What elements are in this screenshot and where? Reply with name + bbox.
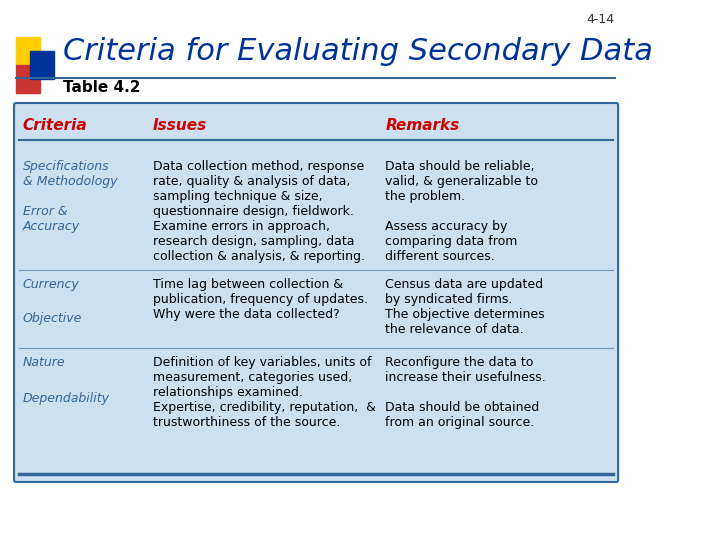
FancyBboxPatch shape xyxy=(14,103,618,482)
Bar xyxy=(16,37,40,65)
Text: Table 4.2: Table 4.2 xyxy=(63,80,140,96)
Text: Criteria: Criteria xyxy=(23,118,87,132)
Text: Objective: Objective xyxy=(23,312,82,325)
Text: Definition of key variables, units of
measurement, categories used,
relationship: Definition of key variables, units of me… xyxy=(153,356,376,429)
Text: Data collection method, response
rate, quality & analysis of data,
sampling tech: Data collection method, response rate, q… xyxy=(153,160,365,263)
Bar xyxy=(30,51,55,79)
Text: Dependability: Dependability xyxy=(23,392,110,405)
Text: Census data are updated
by syndicated firms.
The objective determines
the releva: Census data are updated by syndicated fi… xyxy=(385,278,545,336)
Text: Issues: Issues xyxy=(153,118,207,132)
Text: Currency: Currency xyxy=(23,278,80,291)
Text: Error &
Accuracy: Error & Accuracy xyxy=(23,205,80,233)
Text: Time lag between collection &
publication, frequency of updates.
Why were the da: Time lag between collection & publicatio… xyxy=(153,278,368,321)
Text: Criteria for Evaluating Secondary Data: Criteria for Evaluating Secondary Data xyxy=(63,37,653,66)
Text: 4-14: 4-14 xyxy=(587,13,615,26)
Text: Nature: Nature xyxy=(23,356,66,369)
Bar xyxy=(16,65,40,93)
Text: Specifications
& Methodology: Specifications & Methodology xyxy=(23,160,117,188)
Text: Reconfigure the data to
increase their usefulness.

Data should be obtained
from: Reconfigure the data to increase their u… xyxy=(385,356,546,429)
Text: Remarks: Remarks xyxy=(385,118,459,132)
Text: Data should be reliable,
valid, & generalizable to
the problem.

Assess accuracy: Data should be reliable, valid, & genera… xyxy=(385,160,539,263)
